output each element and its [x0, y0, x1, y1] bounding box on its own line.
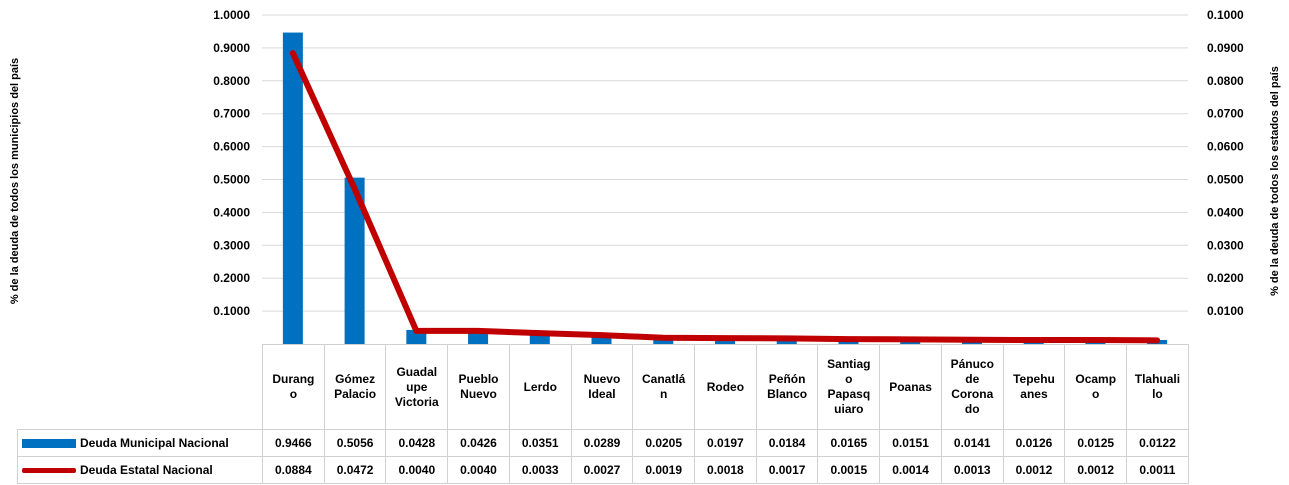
left-tick-label: 0.7000	[213, 107, 250, 121]
left-tick-label: 0.1000	[213, 304, 250, 318]
table-row-estatal: Deuda Estatal Nacional 0.0884 0.0472 0.004…	[17, 456, 1189, 484]
right-tick-label: 0.0800	[1207, 74, 1244, 88]
legend-entry-estatal: Deuda Estatal Nacional	[17, 456, 263, 484]
chart: - 0.1000 0.2000 0.3000 0.4000 0.5000 0.6000 0.7…	[9, 8, 1281, 344]
category-label: Nuevo Ideal	[570, 344, 634, 430]
data-label: 0.0122	[1126, 429, 1189, 457]
data-label: 0.5056	[323, 429, 387, 457]
data-label: 0.0884	[262, 456, 325, 484]
right-tick-label: 0.0600	[1207, 140, 1244, 154]
data-label: 0.0151	[879, 429, 942, 457]
data-label: 0.0040	[385, 456, 449, 484]
right-tick-label: 0.0700	[1207, 107, 1244, 121]
category-label: Tlahuali lo	[1126, 344, 1189, 430]
data-label: 0.0014	[879, 456, 942, 484]
right-tick-label: 0.1000	[1207, 8, 1244, 22]
data-label: 0.0426	[447, 429, 510, 457]
left-tick-label: 0.4000	[213, 205, 250, 219]
table-corner	[17, 344, 263, 430]
bar	[591, 334, 612, 344]
data-label: 0.0017	[755, 456, 819, 484]
category-label: Pueblo Nuevo	[447, 344, 510, 430]
left-tick-label: 0.5000	[213, 173, 250, 187]
data-label: 0.9466	[262, 429, 325, 457]
bar	[344, 177, 365, 344]
category-label: Canatlá n	[632, 344, 696, 430]
data-label: 0.0033	[508, 456, 572, 484]
data-label: 0.0205	[632, 429, 696, 457]
left-tick-label: 0.8000	[213, 74, 250, 88]
category-label: Santiag o Papasq uiaro	[817, 344, 881, 430]
data-label: 0.0019	[632, 456, 696, 484]
data-label: 0.0011	[1126, 456, 1189, 484]
right-axis-ticks: - 0.0100 0.0200 0.0300 0.0400 0.0500 0.0600 0.0…	[1207, 8, 1244, 344]
data-label: 0.0125	[1064, 429, 1128, 457]
legend-entry-municipal: Deuda Municipal Nacional	[17, 429, 263, 457]
series-name: Deuda Estatal Nacional	[80, 462, 213, 477]
series-line	[289, 50, 1161, 344]
left-tick-label: 0.3000	[213, 238, 250, 252]
right-axis-title: % de la deuda de todos los estados del p…	[1269, 66, 1281, 296]
right-tick-label: 0.0100	[1207, 304, 1244, 318]
series-name: Deuda Municipal Nacional	[80, 435, 229, 450]
right-tick-label: 0.0200	[1207, 271, 1244, 285]
data-label: 0.0184	[755, 429, 819, 457]
right-tick-label: 0.0900	[1207, 41, 1244, 55]
right-tick-label: 0.0400	[1207, 205, 1244, 219]
data-label: 0.0141	[940, 429, 1004, 457]
data-label: 0.0428	[385, 429, 449, 457]
left-tick-label: 0.2000	[213, 271, 250, 285]
data-label: 0.0289	[570, 429, 634, 457]
data-label: 0.0351	[508, 429, 572, 457]
bar-series	[282, 32, 1168, 344]
category-label: Lerdo	[508, 344, 572, 430]
data-label: 0.0018	[694, 456, 757, 484]
table-row-municipal: Deuda Municipal Nacional 0.9466 0.5056 0.0…	[17, 429, 1189, 457]
category-row: Durang o Gómez Palacio Guadal upe Victoria Pueb…	[17, 344, 1189, 430]
bar	[282, 32, 303, 344]
category-label: Poanas	[879, 344, 942, 430]
bar	[529, 332, 550, 344]
data-label: 0.0197	[694, 429, 757, 457]
gridlines	[262, 14, 1188, 312]
legend-line-key	[22, 467, 76, 473]
data-label: 0.0472	[323, 456, 387, 484]
line-series	[289, 50, 1161, 344]
category-label: Rodeo	[694, 344, 757, 430]
left-axis-ticks: - 0.1000 0.2000 0.3000 0.4000 0.5000 0.6000 0.7…	[213, 8, 250, 344]
data-label: 0.0165	[817, 429, 881, 457]
right-tick-label: -	[1207, 337, 1211, 344]
left-tick-label: -	[246, 337, 250, 344]
data-label: 0.0013	[940, 456, 1004, 484]
data-label: 0.0040	[447, 456, 510, 484]
data-label: 0.0012	[1002, 456, 1066, 484]
legend-bar-key	[22, 438, 76, 448]
category-label: Peñón Blanco	[755, 344, 819, 430]
data-label: 0.0015	[817, 456, 881, 484]
data-label: 0.0027	[570, 456, 634, 484]
right-tick-label: 0.0300	[1207, 238, 1244, 252]
left-tick-label: 0.6000	[213, 140, 250, 154]
right-tick-label: 0.0500	[1207, 173, 1244, 187]
category-label: Gómez Palacio	[323, 344, 387, 430]
left-tick-label: 1.0000	[213, 8, 250, 22]
category-label: Pánuco de Corona do	[940, 344, 1004, 430]
category-label: Ocamp o	[1064, 344, 1128, 430]
left-tick-label: 0.9000	[213, 41, 250, 55]
data-label: 0.0012	[1064, 456, 1128, 484]
category-label: Tepehu anes	[1002, 344, 1066, 430]
category-label: Guadal upe Victoria	[385, 344, 449, 430]
left-axis-title: % de la deuda de todos los municipios de…	[9, 58, 21, 304]
data-table: Durang o Gómez Palacio Guadal upe Victoria Pueb…	[17, 344, 1189, 484]
data-label: 0.0126	[1002, 429, 1066, 457]
category-label: Durang o	[262, 344, 325, 430]
